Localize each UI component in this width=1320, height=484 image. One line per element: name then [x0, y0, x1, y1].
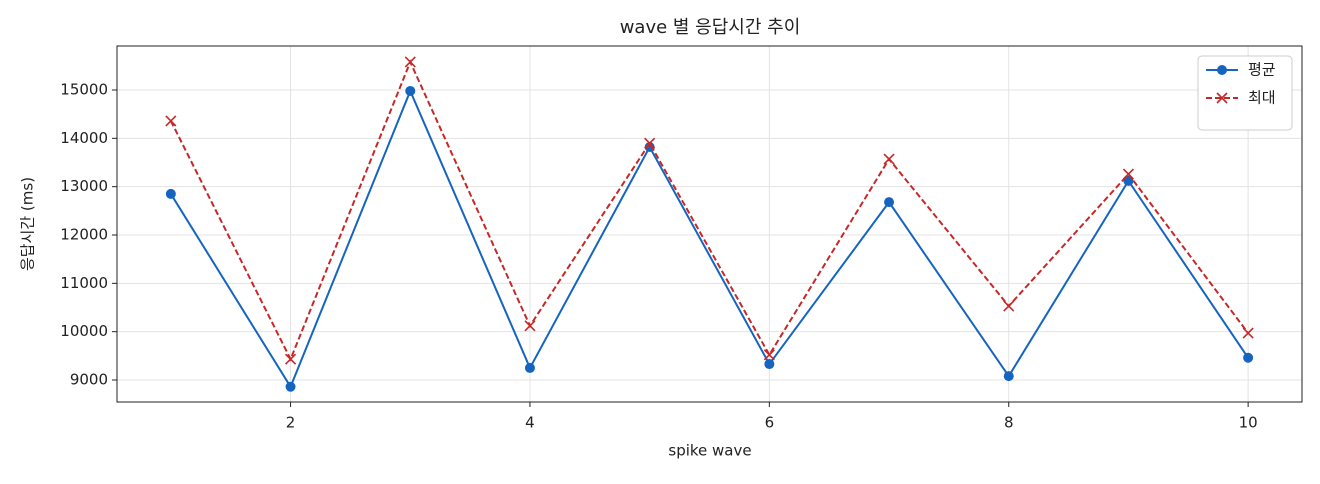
marker	[1122, 168, 1135, 180]
y-tick-label: 15000	[60, 80, 108, 98]
x-tick-label: 2	[286, 414, 296, 432]
x-tick-label: 10	[1239, 414, 1258, 432]
y-tick-label: 12000	[60, 225, 108, 243]
marker	[1243, 352, 1254, 363]
marker	[404, 56, 416, 68]
x-tick-label: 6	[765, 414, 775, 432]
marker	[763, 349, 775, 361]
marker	[1003, 300, 1015, 312]
marker	[284, 353, 297, 365]
legend-marker	[1216, 92, 1228, 104]
series-line	[169, 59, 1249, 362]
x-tick-label: 8	[1004, 414, 1014, 432]
y-tick-label: 11000	[60, 274, 108, 292]
legend-label: 평균	[1248, 61, 1276, 79]
marker	[165, 115, 177, 127]
y-tick-label: 9000	[70, 371, 108, 389]
marker	[1003, 371, 1014, 382]
legend-box	[1197, 55, 1293, 131]
y-tick-label: 10000	[60, 322, 108, 340]
y-tick-label: 13000	[60, 177, 108, 195]
x-axis-label: spike wave	[668, 442, 751, 460]
legend-label: 최대	[1248, 89, 1276, 107]
marker	[405, 85, 416, 96]
marker	[285, 381, 296, 392]
marker	[524, 362, 535, 373]
plot-frame	[116, 45, 1303, 403]
marker	[644, 137, 656, 149]
y-tick-label: 14000	[60, 129, 108, 147]
x-tick-label: 4	[525, 414, 535, 432]
marker	[1242, 327, 1254, 339]
y-axis-label: 응답시간 (ms)	[19, 177, 37, 271]
marker	[883, 153, 895, 165]
legend-marker	[1217, 65, 1227, 75]
marker	[884, 197, 895, 208]
marker	[764, 359, 775, 370]
series-line	[170, 88, 1249, 389]
marker	[165, 188, 176, 199]
marker	[524, 320, 536, 332]
chart-title: wave 별 응답시간 추이	[620, 17, 801, 38]
